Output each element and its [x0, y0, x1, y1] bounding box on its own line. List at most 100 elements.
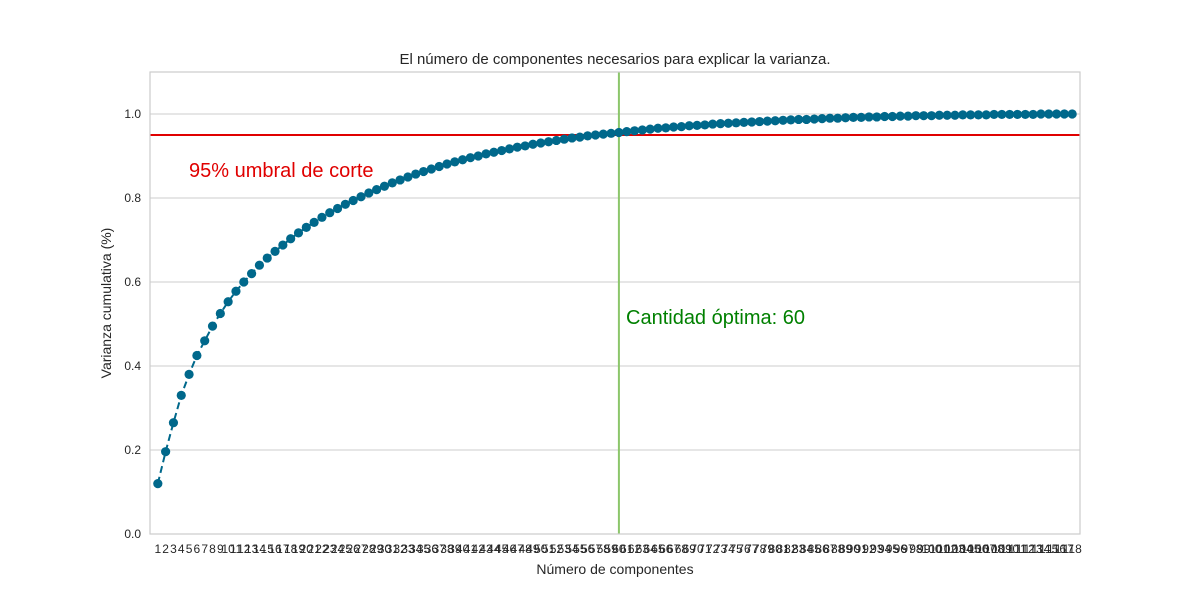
x-tick-label: 103	[945, 542, 965, 556]
x-tick-label: 32	[393, 542, 407, 556]
x-tick-label: 28	[362, 542, 376, 556]
x-tick-label: 67	[667, 542, 681, 556]
data-point	[379, 181, 390, 191]
x-tick-label: 47	[511, 542, 525, 556]
x-tick-label: 118	[1063, 542, 1082, 556]
data-point	[1012, 109, 1023, 120]
data-point	[606, 128, 616, 138]
x-tick-label: 31	[386, 542, 400, 556]
x-tick-label: 72	[706, 542, 720, 556]
data-point	[1067, 109, 1077, 119]
data-point	[293, 228, 304, 238]
data-point	[1028, 109, 1038, 120]
x-tick-label: 86	[815, 542, 829, 556]
x-axis-label: Número de componentes	[536, 561, 693, 577]
x-tick-label: 95	[886, 542, 900, 556]
data-point	[919, 111, 929, 121]
x-tick-label: 8	[209, 542, 216, 556]
data-point	[567, 133, 577, 143]
data-point	[973, 110, 984, 120]
data-point	[223, 297, 233, 307]
x-tick-label: 10	[221, 542, 235, 556]
data-point	[551, 135, 561, 146]
data-point	[301, 222, 311, 232]
data-point	[286, 234, 296, 244]
data-point	[942, 110, 952, 120]
x-tick-label: 110	[1000, 542, 1019, 556]
data-point	[325, 208, 335, 218]
x-tick-label: 19	[292, 542, 306, 556]
data-point	[348, 195, 358, 206]
data-point	[840, 113, 851, 123]
data-point	[536, 138, 546, 148]
x-tick-label: 25	[339, 542, 353, 556]
data-point	[856, 112, 866, 122]
x-tick-label: 109	[992, 542, 1012, 556]
data-point	[747, 117, 757, 127]
data-point	[676, 122, 687, 132]
x-tick-label: 48	[518, 542, 532, 556]
x-tick-label: 99	[917, 542, 931, 556]
x-tick-label: 75	[729, 542, 743, 556]
plot-background	[150, 72, 1080, 534]
x-tick-label: 91	[854, 542, 868, 556]
data-point	[520, 141, 530, 151]
x-tick-label: 65	[651, 542, 665, 556]
x-tick-label: 45	[495, 542, 509, 556]
x-tick-label: 56	[581, 542, 595, 556]
data-point	[481, 149, 491, 159]
x-tick-label: 30	[378, 542, 392, 556]
x-tick-label: 35	[417, 542, 431, 556]
x-tick-label: 92	[862, 542, 876, 556]
x-tick-label: 11	[230, 542, 243, 556]
x-tick-label: 101	[929, 542, 949, 556]
data-point	[168, 418, 179, 428]
data-point	[669, 122, 679, 132]
data-point	[684, 121, 694, 131]
x-tick-label: 37	[432, 542, 446, 556]
y-tick-label: 0.6	[124, 275, 141, 289]
chart-title: El número de componentes necesarios para…	[399, 51, 830, 68]
x-tick-label: 61	[620, 542, 634, 556]
x-tick-label: 12	[237, 542, 251, 556]
optimal-annotation: Cantidad óptima: 60	[626, 307, 805, 329]
x-tick-label: 41	[464, 542, 478, 556]
x-tick-label: 108	[984, 542, 1004, 556]
x-tick-label: 13	[245, 542, 259, 556]
x-tick-label: 73	[714, 542, 728, 556]
x-tick-label: 114	[1031, 542, 1050, 556]
data-point	[872, 112, 882, 122]
data-point	[629, 126, 640, 136]
x-tick-label: 2	[162, 542, 169, 556]
data-point	[817, 114, 827, 124]
x-tick-label: 62	[628, 542, 642, 556]
x-tick-label: 34	[409, 542, 423, 556]
data-point	[770, 116, 780, 126]
data-point	[340, 199, 350, 209]
x-tick-label: 26	[347, 542, 361, 556]
x-tick-label: 97	[901, 542, 915, 556]
x-tick-label: 113	[1024, 542, 1043, 556]
x-tick-label: 40	[456, 542, 470, 556]
x-tick-label: 117	[1055, 542, 1074, 556]
x-tick-label: 58	[597, 542, 611, 556]
data-point	[184, 369, 194, 379]
x-tick-label: 88	[831, 542, 845, 556]
data-point	[825, 113, 835, 123]
x-tick-label: 14	[253, 542, 267, 556]
data-point	[958, 110, 968, 120]
data-point	[739, 117, 749, 127]
x-tick-label: 83	[792, 542, 806, 556]
data-point	[254, 260, 265, 270]
data-point	[661, 123, 671, 133]
x-tick-label: 27	[354, 542, 368, 556]
x-tick-label: 17	[276, 542, 290, 556]
x-tick-label: 23	[323, 542, 337, 556]
x-tick-label: 115	[1039, 542, 1058, 556]
x-tick-label: 44	[487, 542, 501, 556]
data-point	[395, 175, 405, 185]
x-tick-label: 85	[808, 542, 822, 556]
x-tick-label: 21	[307, 542, 321, 556]
data-point	[450, 157, 460, 167]
data-point	[833, 113, 843, 123]
